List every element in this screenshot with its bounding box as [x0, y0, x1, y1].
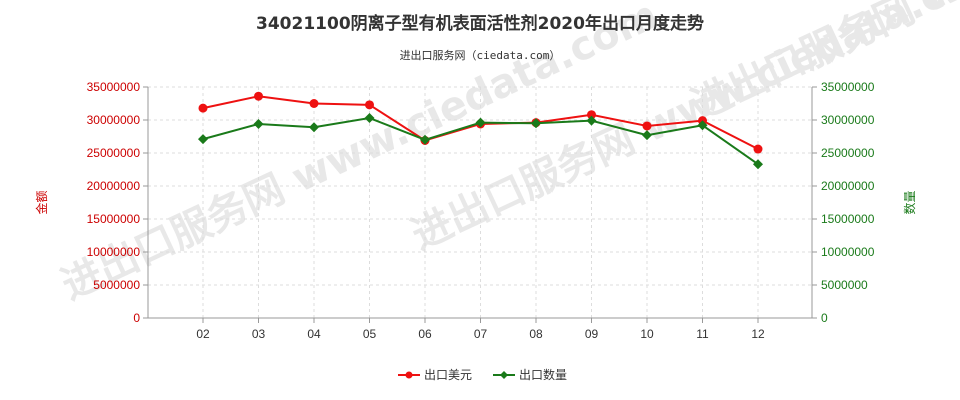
legend-label: 出口数量 — [519, 367, 567, 382]
legend-item[interactable]: 出口数量 — [493, 367, 567, 382]
data-point[interactable] — [420, 134, 430, 145]
data-point[interactable] — [642, 121, 652, 131]
series-2 — [198, 113, 763, 170]
x-axis-tick-label: 06 — [418, 327, 432, 341]
right-axis-tick-label: 0 — [821, 311, 828, 325]
left-axis-tick-label: 5000000 — [93, 278, 140, 292]
x-axis-tick-label: 09 — [585, 327, 599, 341]
right-axis-tick-label: 30000000 — [821, 113, 875, 127]
data-point[interactable] — [309, 99, 319, 108]
data-point[interactable] — [254, 91, 263, 101]
chart-title: 34021100阴离子型有机表面活性剂2020年出口月度走势 — [256, 13, 704, 34]
data-point[interactable] — [531, 118, 541, 129]
right-axis-tick-label: 10000000 — [821, 245, 875, 259]
right-axis-tick-label: 20000000 — [821, 179, 875, 193]
legend-marker — [405, 371, 413, 379]
legend-label: 出口美元 — [424, 368, 472, 382]
left-axis-tick-label: 0 — [133, 311, 140, 325]
data-point[interactable] — [198, 103, 208, 113]
data-point[interactable] — [587, 110, 596, 120]
data-point[interactable] — [198, 134, 208, 145]
data-point[interactable] — [364, 113, 375, 124]
x-axis-tick-label: 03 — [252, 327, 266, 341]
data-point[interactable] — [365, 100, 374, 110]
x-axis-tick-label: 04 — [307, 327, 321, 341]
data-point[interactable] — [253, 118, 264, 129]
x-axis-tick-label: 10 — [640, 327, 654, 341]
data-point[interactable] — [309, 122, 319, 133]
x-axis-tick-label: 08 — [529, 327, 543, 341]
right-axis-tick-label: 35000000 — [821, 80, 875, 94]
right-axis-tick-label: 15000000 — [821, 212, 875, 226]
right-axis-label: 数量 — [902, 190, 917, 214]
axes-layer: 0 5000000 10000000 15000000 20000000 25000000… — [87, 80, 875, 341]
data-point[interactable] — [475, 117, 486, 128]
data-point[interactable] — [697, 120, 708, 131]
data-point[interactable] — [642, 130, 652, 141]
right-axis-tick-label: 5000000 — [821, 278, 868, 292]
left-axis-label: 金额 — [34, 190, 49, 214]
left-axis-tick-label: 25000000 — [87, 146, 141, 160]
data-point[interactable] — [586, 115, 597, 126]
legend-item[interactable]: 出口美元 — [398, 368, 472, 382]
watermark-text: 进出口服务网 www.ciedata.com — [685, 0, 960, 129]
data-point[interactable] — [753, 159, 763, 170]
x-axis-tick-label: 12 — [751, 327, 765, 341]
left-axis-tick-label: 20000000 — [87, 179, 141, 193]
x-axis-tick-label: 05 — [363, 327, 377, 341]
left-axis-tick-label: 35000000 — [87, 80, 141, 94]
chart-subtitle: 进出口服务网（ciedata.com） — [400, 48, 561, 62]
left-axis-tick-label: 15000000 — [87, 212, 141, 226]
series-layer — [198, 91, 763, 170]
legend-marker — [500, 371, 508, 379]
left-axis-tick-label: 30000000 — [87, 113, 141, 127]
legend: 出口美元 出口数量 — [398, 367, 567, 382]
x-axis-tick-label: 11 — [696, 327, 709, 341]
x-axis-tick-label: 07 — [474, 327, 488, 341]
right-axis-tick-label: 25000000 — [821, 146, 875, 160]
left-axis-tick-label: 10000000 — [87, 245, 141, 259]
data-point[interactable] — [753, 144, 763, 154]
x-axis-tick-label: 02 — [196, 327, 210, 341]
grid-layer — [148, 86, 812, 318]
